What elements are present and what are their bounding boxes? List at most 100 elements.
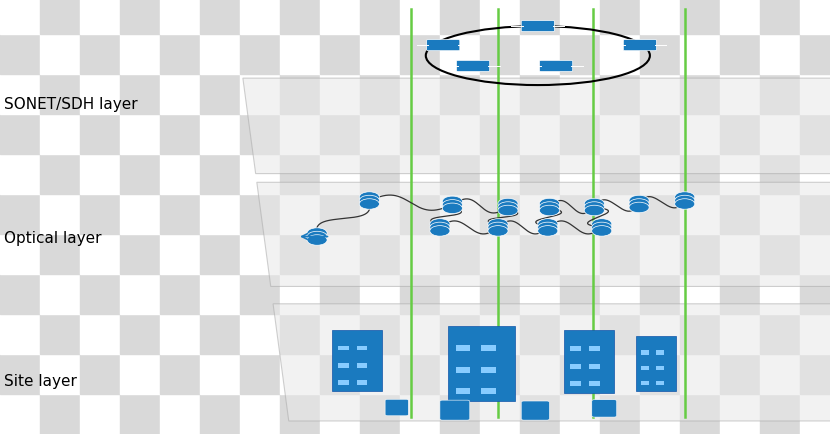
Bar <box>760 194 800 234</box>
Bar <box>400 314 440 354</box>
Text: Site layer: Site layer <box>4 375 77 389</box>
Bar <box>0 234 40 274</box>
Bar <box>400 394 440 434</box>
Bar <box>320 154 360 194</box>
Circle shape <box>488 226 508 236</box>
Bar <box>641 381 649 385</box>
Bar <box>560 114 600 154</box>
Bar <box>560 194 600 234</box>
Bar <box>0 74 40 114</box>
Bar <box>680 0 720 34</box>
Bar <box>160 314 200 354</box>
Bar <box>440 74 480 114</box>
Bar <box>400 354 440 394</box>
Circle shape <box>430 222 450 233</box>
Bar <box>480 394 520 434</box>
Circle shape <box>592 219 612 229</box>
Bar <box>720 34 760 74</box>
Bar <box>680 194 720 234</box>
Bar <box>560 74 600 114</box>
Bar <box>400 154 440 194</box>
Bar <box>520 74 560 114</box>
Bar <box>560 394 600 434</box>
Bar <box>400 234 440 274</box>
Bar <box>636 336 676 391</box>
Bar <box>280 354 320 394</box>
Bar <box>320 274 360 314</box>
Circle shape <box>629 195 649 206</box>
Bar <box>656 351 664 355</box>
Bar <box>40 34 80 74</box>
Bar <box>440 34 480 74</box>
Bar <box>760 394 800 434</box>
Bar <box>320 234 360 274</box>
Bar <box>40 234 80 274</box>
Bar <box>640 314 680 354</box>
Circle shape <box>538 219 558 229</box>
Circle shape <box>498 205 518 216</box>
Bar <box>600 234 640 274</box>
Bar <box>357 345 368 351</box>
Bar <box>570 346 581 351</box>
Bar <box>80 74 120 114</box>
Bar <box>120 354 160 394</box>
Bar <box>320 0 360 34</box>
Bar <box>240 154 280 194</box>
Bar <box>360 394 400 434</box>
Bar <box>800 354 830 394</box>
Bar <box>160 234 200 274</box>
Bar <box>0 0 40 34</box>
Circle shape <box>629 199 649 209</box>
Bar <box>680 274 720 314</box>
Bar <box>200 34 240 74</box>
Bar <box>520 314 560 354</box>
Bar <box>457 388 471 394</box>
Bar <box>360 114 400 154</box>
Bar <box>440 274 480 314</box>
Bar <box>280 34 320 74</box>
Bar <box>360 194 400 234</box>
Bar <box>80 314 120 354</box>
Bar <box>600 354 640 394</box>
Bar <box>760 114 800 154</box>
Bar <box>570 381 581 386</box>
Bar <box>560 274 600 314</box>
Bar <box>480 34 520 74</box>
Bar <box>160 194 200 234</box>
Bar <box>760 274 800 314</box>
Bar <box>560 234 600 274</box>
Circle shape <box>430 226 450 236</box>
Bar <box>760 234 800 274</box>
Circle shape <box>442 196 462 207</box>
Bar <box>0 34 40 74</box>
Bar <box>360 274 400 314</box>
Bar <box>320 194 360 234</box>
Bar <box>200 194 240 234</box>
Bar <box>80 234 120 274</box>
Bar <box>440 194 480 234</box>
Bar <box>400 74 440 114</box>
Bar <box>560 0 600 34</box>
Bar <box>440 354 480 394</box>
Circle shape <box>538 222 558 233</box>
Bar <box>280 74 320 114</box>
Bar <box>80 274 120 314</box>
Bar <box>120 0 160 34</box>
Circle shape <box>307 231 327 242</box>
Bar <box>680 154 720 194</box>
Bar <box>800 234 830 274</box>
Bar <box>589 381 600 386</box>
Bar <box>600 154 640 194</box>
Bar <box>720 314 760 354</box>
Bar <box>80 194 120 234</box>
Bar <box>400 0 440 34</box>
Bar <box>560 154 600 194</box>
Bar <box>200 274 240 314</box>
Bar <box>280 234 320 274</box>
Bar <box>40 114 80 154</box>
Bar <box>800 314 830 354</box>
Bar <box>760 0 800 34</box>
Bar <box>640 394 680 434</box>
Bar <box>0 314 40 354</box>
Bar <box>0 394 40 434</box>
